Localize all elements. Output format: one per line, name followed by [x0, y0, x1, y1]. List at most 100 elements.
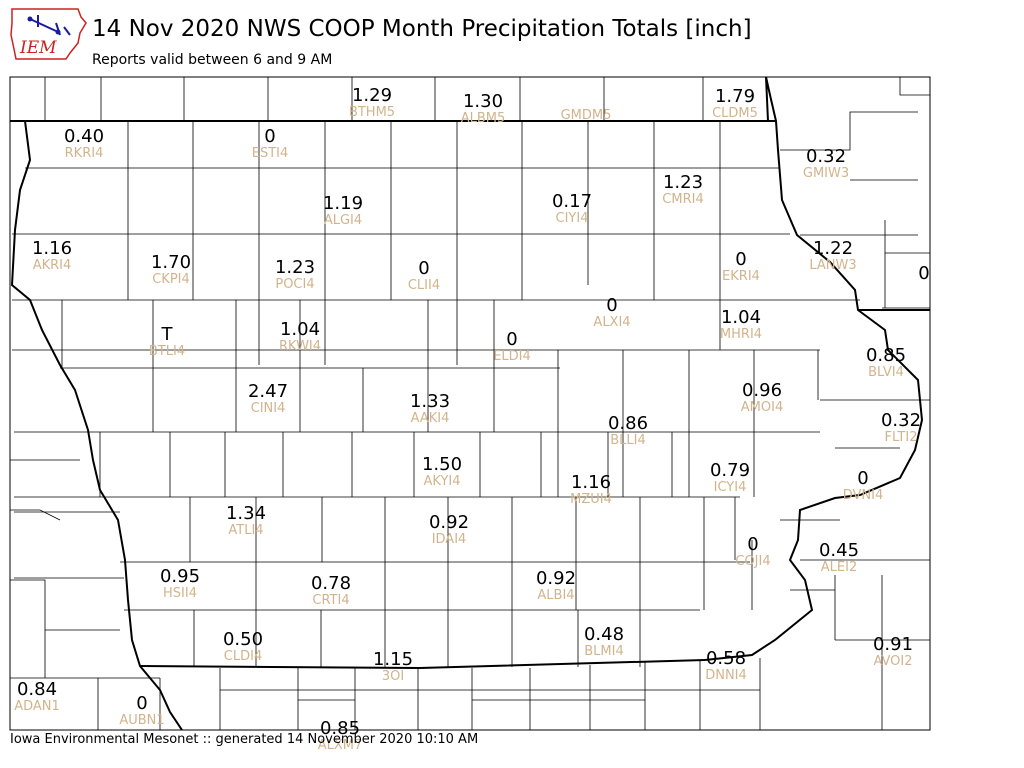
station-id: AVOI2 [873, 654, 912, 669]
station-value: 0 [606, 295, 617, 316]
station-value: 0.45 [819, 540, 859, 561]
station-id: ALBI4 [537, 588, 574, 603]
station-value: 0.91 [873, 634, 913, 655]
station-id: POCI4 [275, 277, 314, 292]
station-value: 0 [506, 329, 517, 350]
station-id: COJI4 [735, 554, 770, 569]
footer-credit: Iowa Environmental Mesonet :: generated … [10, 732, 479, 747]
station-id: ESTI4 [252, 146, 289, 161]
station-value: 0.40 [64, 126, 104, 147]
station-value: 2.47 [248, 381, 288, 402]
station-id: ALXI4 [593, 315, 630, 330]
station-value: 1.79 [715, 86, 755, 107]
iowa-outline-icon [10, 8, 87, 60]
station-id: BLLI4 [610, 433, 646, 448]
station-id: ICYI4 [714, 480, 747, 495]
station-value: 1.22 [813, 238, 853, 259]
station-id: CLII4 [408, 278, 440, 293]
station-id: ALEI2 [821, 560, 857, 575]
station-value: 1.16 [32, 238, 72, 259]
station-id: IDAI4 [432, 532, 467, 547]
station-id: LANW3 [809, 258, 856, 273]
station-id: MZUI4 [570, 492, 612, 507]
station-value: 1.04 [280, 319, 320, 340]
station-id: ELDI4 [493, 349, 531, 364]
station-value: 0 [857, 468, 868, 489]
station-value: 0.95 [160, 566, 200, 587]
station-id: BTHM5 [349, 105, 395, 120]
station-id: DNNI4 [705, 668, 747, 683]
station-value: 0 [136, 693, 147, 714]
station-id: AAKI4 [411, 411, 450, 426]
station-value: 1.23 [275, 257, 315, 278]
station-id: FLTI2 [885, 430, 918, 445]
station-id: CIYI4 [556, 211, 589, 226]
state-borders [10, 77, 930, 730]
station-id: GMDM5 [561, 108, 612, 123]
station-value: 0.17 [552, 191, 592, 212]
station-value: 0.85 [320, 718, 360, 739]
station-id: BTLI4 [149, 344, 185, 359]
station-id: EKRI4 [722, 269, 760, 284]
station-value: 1.50 [422, 454, 462, 475]
station-value: 1.30 [463, 91, 503, 112]
station-value: 1.04 [721, 307, 761, 328]
station-value: 1.70 [151, 252, 191, 273]
station-id: AUBN1 [119, 713, 164, 728]
station-value: 0.32 [881, 410, 921, 431]
station-value: 0.92 [536, 568, 576, 589]
station-value: T [161, 324, 174, 345]
station-value: 0 [918, 263, 929, 284]
station-id: ATLI4 [228, 523, 263, 538]
station-value: 1.29 [352, 85, 392, 106]
station-value: 1.34 [226, 503, 266, 524]
station-id: ALBM5 [461, 111, 506, 126]
station-id: ALGI4 [324, 213, 362, 228]
station-value: 0.85 [866, 345, 906, 366]
station-value: 0.50 [223, 629, 263, 650]
station-id: RKWI4 [279, 339, 321, 354]
station-id: AMOI4 [741, 400, 783, 415]
station-value: 1.23 [663, 172, 703, 193]
station-id: ADAN1 [14, 699, 60, 714]
station-id: ALXM7 [318, 738, 363, 753]
logo-text: IEM [19, 38, 57, 58]
station-value: 0 [418, 258, 429, 279]
station-value: 0.48 [584, 624, 624, 645]
station-value: 1.15 [373, 649, 413, 670]
station-value: 0.92 [429, 512, 469, 533]
station-id: GMIW3 [803, 166, 849, 181]
